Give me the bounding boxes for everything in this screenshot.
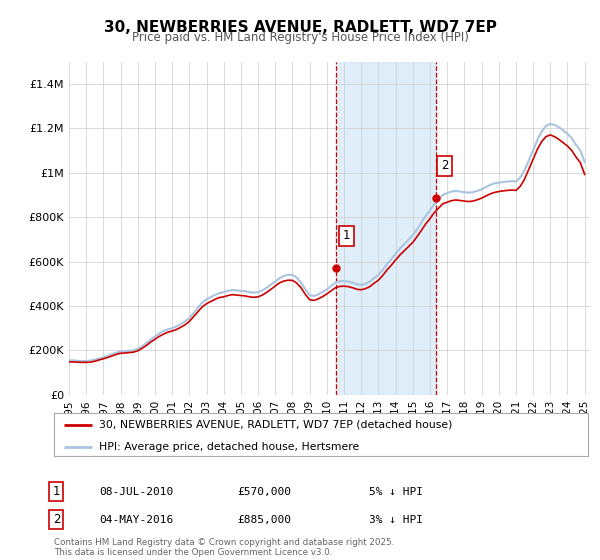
Text: 30, NEWBERRIES AVENUE, RADLETT, WD7 7EP: 30, NEWBERRIES AVENUE, RADLETT, WD7 7EP (104, 20, 496, 35)
Text: 1: 1 (53, 485, 60, 498)
Text: 5% ↓ HPI: 5% ↓ HPI (369, 487, 423, 497)
Bar (336, 62, 436, 395)
Text: 2: 2 (441, 160, 448, 172)
Text: Price paid vs. HM Land Registry's House Price Index (HPI): Price paid vs. HM Land Registry's House … (131, 31, 469, 44)
Text: £570,000: £570,000 (237, 487, 291, 497)
Text: 08-JUL-2010: 08-JUL-2010 (99, 487, 173, 497)
Text: 1: 1 (343, 229, 350, 242)
Text: HPI: Average price, detached house, Hertsmere: HPI: Average price, detached house, Hert… (100, 442, 359, 452)
Text: 30, NEWBERRIES AVENUE, RADLETT, WD7 7EP (detached house): 30, NEWBERRIES AVENUE, RADLETT, WD7 7EP … (100, 419, 453, 430)
Text: 3% ↓ HPI: 3% ↓ HPI (369, 515, 423, 525)
Text: 04-MAY-2016: 04-MAY-2016 (99, 515, 173, 525)
Text: Contains HM Land Registry data © Crown copyright and database right 2025.
This d: Contains HM Land Registry data © Crown c… (54, 538, 394, 557)
Text: £885,000: £885,000 (237, 515, 291, 525)
Text: 2: 2 (53, 513, 60, 526)
